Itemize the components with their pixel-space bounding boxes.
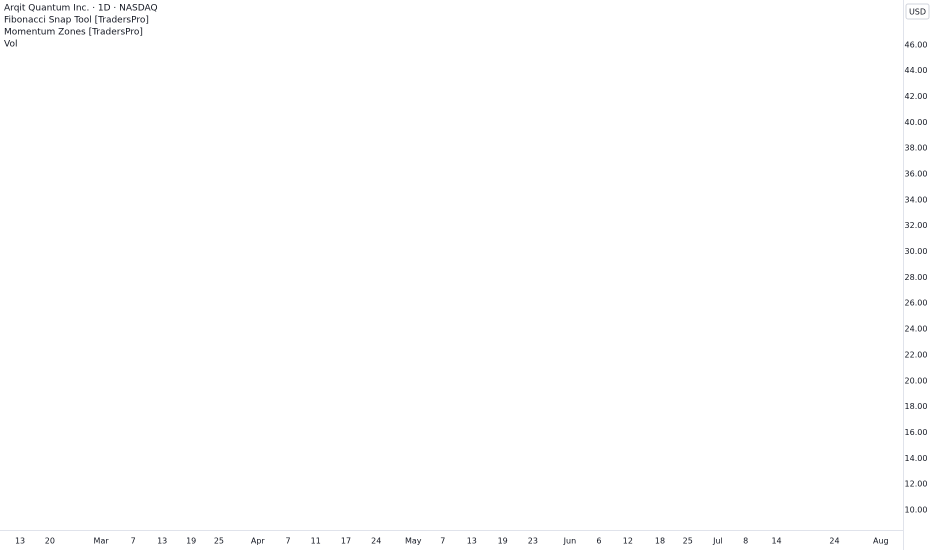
- x-tick-label: 13: [15, 537, 25, 546]
- y-tick-label: 10.00: [905, 505, 928, 514]
- x-tick-label: Aug: [873, 537, 889, 546]
- x-tick-label: 13: [157, 537, 167, 546]
- x-tick-label: 24: [371, 537, 381, 546]
- x-tick-label: Mar: [94, 537, 110, 546]
- y-tick-label: 38.00: [905, 144, 928, 153]
- y-tick-label: 30.00: [905, 247, 928, 256]
- y-tick-label: 42.00: [905, 92, 928, 101]
- x-tick-label: 20: [45, 537, 55, 546]
- x-tick-label: 7: [131, 537, 136, 546]
- x-tick-label: 18: [655, 537, 665, 546]
- x-tick-label: 8: [743, 537, 748, 546]
- y-tick-label: 22.00: [905, 350, 928, 359]
- y-tick-label: 12.00: [905, 480, 928, 489]
- x-tick-label: 19: [498, 537, 508, 546]
- y-tick-label: 36.00: [905, 170, 928, 179]
- symbol-title[interactable]: Arqit Quantum Inc. · 1D · NASDAQ: [4, 4, 158, 14]
- x-tick-label: 25: [683, 537, 693, 546]
- indicator-label[interactable]: Vol: [4, 40, 17, 50]
- x-tick-label: 24: [829, 537, 839, 546]
- x-tick-label: 6: [596, 537, 601, 546]
- y-tick-label: 26.00: [905, 299, 928, 308]
- x-tick-label: 25: [214, 537, 224, 546]
- x-tick-label: Jul: [712, 537, 723, 546]
- y-tick-label: 40.00: [905, 118, 928, 127]
- x-tick-label: 11: [311, 537, 321, 546]
- x-tick-label: 12: [623, 537, 633, 546]
- x-tick-label: 19: [186, 537, 196, 546]
- indicator-label[interactable]: Momentum Zones [TradersPro]: [4, 28, 143, 38]
- y-tick-label: 46.00: [905, 40, 928, 49]
- x-tick-label: 17: [341, 537, 351, 546]
- y-tick-label: 34.00: [905, 195, 928, 204]
- y-tick-label: 28.00: [905, 273, 928, 282]
- indicator-label[interactable]: Fibonacci Snap Tool [TradersPro]: [4, 16, 149, 26]
- x-tick-label: Apr: [251, 537, 266, 546]
- x-tick-label: 7: [285, 537, 290, 546]
- x-tick-label: 14: [771, 537, 781, 546]
- x-tick-label: 13: [467, 537, 477, 546]
- y-tick-label: 32.00: [905, 221, 928, 230]
- y-tick-label: 20.00: [905, 376, 928, 385]
- x-tick-label: Jun: [563, 537, 577, 546]
- y-tick-label: 18.00: [905, 402, 928, 411]
- y-tick-label: 24.00: [905, 325, 928, 334]
- y-tick-label: 14.00: [905, 454, 928, 463]
- x-tick-label: 23: [528, 537, 538, 546]
- x-tick-label: 7: [440, 537, 445, 546]
- currency: USD: [909, 8, 926, 17]
- currency-button[interactable]: [905, 3, 930, 20]
- legend: Arqit Quantum Inc. · 1D · NASDAQ Fibonac…: [4, 4, 158, 50]
- y-tick-label: 16.00: [905, 428, 928, 437]
- y-tick-label: 44.00: [905, 66, 928, 75]
- x-tick-label: May: [405, 537, 422, 546]
